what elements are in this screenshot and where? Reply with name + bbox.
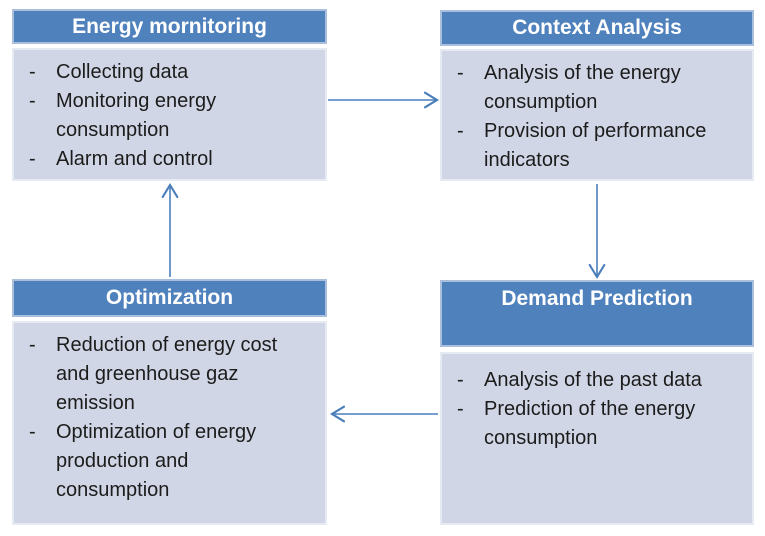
list-item: - Alarm and control <box>29 145 325 174</box>
bullet-dash: - <box>457 62 464 84</box>
bullet-dash: - <box>29 334 36 356</box>
bullet-dash: - <box>29 61 36 83</box>
context-analysis-list: - Analysis of the energy consumption - P… <box>442 51 752 175</box>
list-item-text: Optimization of energy production and co… <box>56 421 257 501</box>
optimization-list: - Reduction of energy cost and greenhous… <box>14 323 325 505</box>
demand-prediction-title: Demand Prediction <box>501 287 693 310</box>
bullet-dash: - <box>457 398 464 420</box>
optimization-body: - Reduction of energy cost and greenhous… <box>12 321 327 525</box>
demand-prediction-body: - Analysis of the past data - Prediction… <box>440 352 754 525</box>
list-item-text: Monitoring energy consumption <box>56 90 217 141</box>
list-item-text: Provision of performance indicators <box>484 120 707 171</box>
context-analysis-body: - Analysis of the energy consumption - P… <box>440 49 754 181</box>
list-item: - Provision of performance indicators <box>457 117 752 175</box>
list-item-text: Prediction of the energy consumption <box>484 398 696 449</box>
bullet-dash: - <box>29 148 36 170</box>
list-item: - Prediction of the energy consumption <box>457 395 752 453</box>
list-item: - Reduction of energy cost and greenhous… <box>29 331 325 418</box>
list-item-text: Reduction of energy cost and greenhouse … <box>56 334 278 414</box>
list-item: - Analysis of the past data <box>457 366 752 395</box>
energy-monitoring-list: - Collecting data - Monitoring energy co… <box>14 50 325 174</box>
list-item: - Collecting data <box>29 58 325 87</box>
bullet-dash: - <box>457 120 464 142</box>
demand-prediction-list: - Analysis of the past data - Prediction… <box>442 354 752 453</box>
bullet-dash: - <box>457 369 464 391</box>
energy-monitoring-header: Energy mornitoring <box>12 9 327 44</box>
list-item-text: Alarm and control <box>56 148 213 170</box>
list-item: - Analysis of the energy consumption <box>457 59 752 117</box>
context-analysis-title: Context Analysis <box>512 16 682 39</box>
context-analysis-header: Context Analysis <box>440 10 754 46</box>
list-item: - Optimization of energy production and … <box>29 418 325 505</box>
bullet-dash: - <box>29 90 36 112</box>
demand-prediction-header: Demand Prediction <box>440 280 754 347</box>
list-item-text: Analysis of the energy consumption <box>484 62 681 113</box>
bullet-dash: - <box>29 421 36 443</box>
energy-monitoring-title: Energy mornitoring <box>72 14 267 38</box>
list-item: - Monitoring energy consumption <box>29 87 325 145</box>
list-item-text: Collecting data <box>56 61 189 83</box>
optimization-title: Optimization <box>105 286 234 309</box>
optimization-header: Optimization <box>12 279 327 317</box>
energy-monitoring-body: - Collecting data - Monitoring energy co… <box>12 48 327 181</box>
list-item-text: Analysis of the past data <box>484 369 702 391</box>
